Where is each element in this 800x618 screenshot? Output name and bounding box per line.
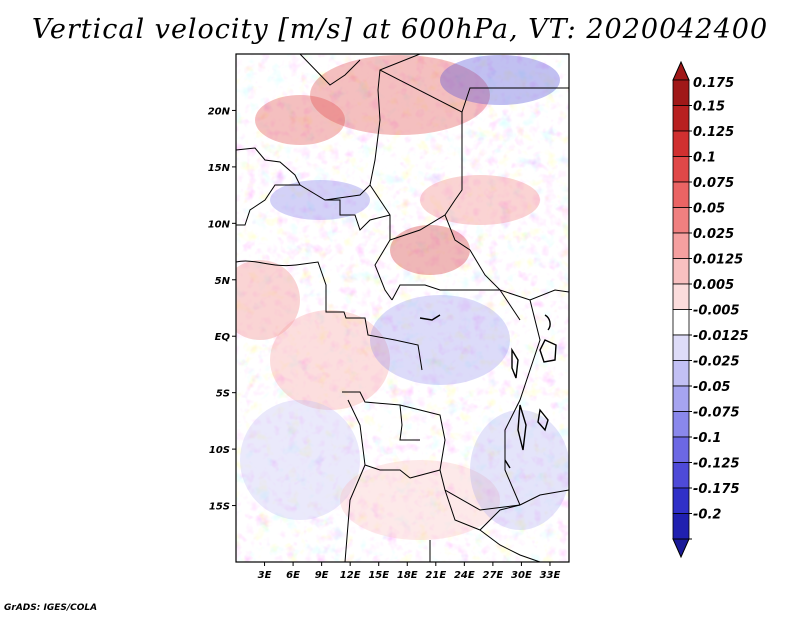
colorbar-swatch [672,360,690,387]
colorbar-label: -0.075 [693,406,740,421]
x-tick-label: 6E [286,570,300,581]
colorbar-swatch [672,232,690,259]
x-tick-label: 27E [483,570,504,581]
lakes-and-coast [419,314,557,469]
colorbar-label: 0.0125 [693,253,743,268]
colorbar-swatch [672,462,690,489]
colorbar-label: 0.125 [693,125,734,140]
colorbar-swatch [672,258,690,285]
x-tick-label: 9E [315,570,329,581]
y-tick-label: 15S [209,502,230,513]
x-tick-label: 24E [454,570,475,581]
map-frame [235,53,570,563]
x-tick-label: 30E [511,570,532,581]
colorbar-label: 0.025 [693,227,734,242]
colorbar-label: 0.005 [693,278,734,293]
colorbar-label: -0.1 [693,431,721,446]
colorbar-label: 0.05 [693,202,725,217]
colorbar-swatch [672,385,690,412]
colorbar-label: 0.175 [693,76,734,91]
y-tick-label: 15N [208,163,231,174]
colorbar: 0.175 0.15 0.125 0.1 0.075 0.05 0.025 0.0125 0.0… [672,60,749,559]
y-tick-label: 10S [209,445,230,456]
colorbar-swatch [672,79,690,106]
colorbar-swatch [672,181,690,208]
y-tick-label: 5S [216,389,230,400]
x-tick-label: 21E [425,570,446,581]
grads-credit: GrADS: IGES/COLA [4,603,98,613]
colorbar-top-arrow [672,60,690,81]
velocity-field-patches [236,55,569,540]
colorbar-swatch [672,487,690,514]
colorbar-swatch [672,283,690,310]
colorbar-label: -0.175 [693,482,740,497]
x-tick-label: 18E [397,570,418,581]
colorbar-label: 0.15 [693,100,725,115]
colorbar-swatch [672,207,690,234]
velocity-field-texture [236,54,569,562]
country-borders [236,54,569,562]
x-tick-label: 12E [340,570,361,581]
colorbar-label: 0.1 [693,151,716,166]
x-tick-label: 15E [368,570,389,581]
y-tick-label: EQ [215,332,231,343]
colorbar-swatch [672,130,690,157]
colorbar-label: -0.05 [693,380,730,395]
x-tick-label: 3E [258,570,272,581]
colorbar-swatch [672,513,690,540]
y-tick-label: 20N [208,106,231,117]
map-panel [235,53,570,563]
colorbar-swatch [672,411,690,438]
y-tick-label: 10N [208,219,231,230]
x-tick-label: 33E [540,570,561,581]
colorbar-label: -0.0125 [693,329,749,344]
y-tick-label: 5N [215,276,231,287]
colorbar-label: 0.075 [693,176,734,191]
colorbar-bottom-arrow [672,538,690,559]
colorbar-label: -0.005 [693,304,740,319]
y-axis: 20N 15N 10N 5N EQ 5S 10S 15S [208,106,236,513]
colorbar-swatch [672,309,690,336]
x-axis: 3E 6E 9E 12E 15E 18E 21E 24E 27E 30E 33E [258,562,561,581]
map-title: Vertical velocity [m/s] at 600hPa, VT: 2… [31,14,769,45]
colorbar-label: -0.025 [693,355,740,370]
colorbar-swatch [672,105,690,132]
colorbar-swatch [672,334,690,361]
colorbar-label: -0.2 [693,508,721,523]
colorbar-swatch [672,156,690,183]
colorbar-label: -0.125 [693,457,740,472]
colorbar-swatch [672,436,690,463]
